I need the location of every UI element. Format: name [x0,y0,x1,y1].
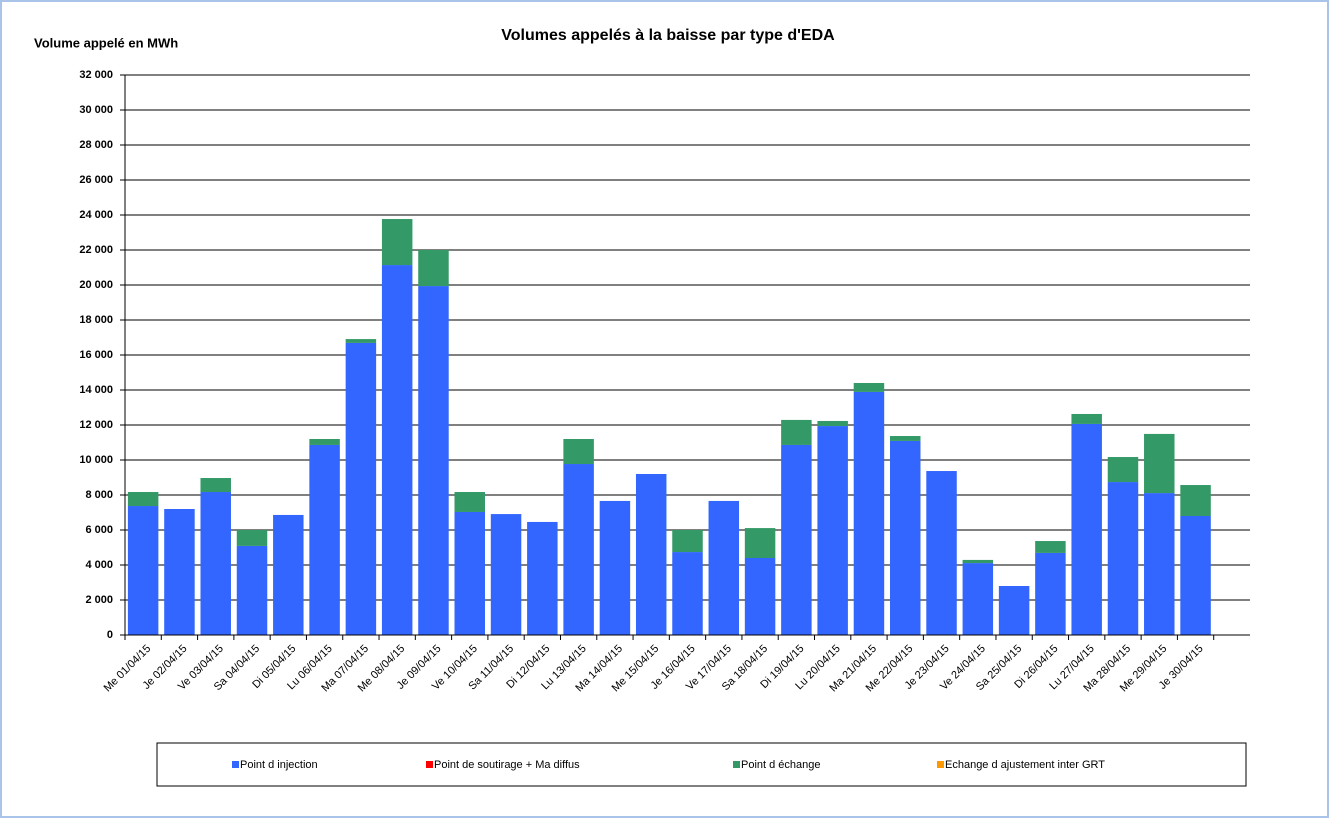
legend-label: Point d échange [741,759,821,771]
bar-segment [454,511,485,635]
bar-segment [599,500,631,635]
y-tick-label: 6 000 [85,524,113,536]
bar-segment [744,558,776,635]
bar-segment [490,514,522,635]
bar-segment [890,440,921,635]
bar-segment [781,419,812,445]
bar-segment [817,426,848,635]
bar-segment [1035,541,1066,553]
y-tick-label: 14 000 [79,384,113,396]
y-tick-label: 28 000 [79,139,113,151]
bar-segment [236,530,268,546]
bar-segment [1180,485,1211,516]
bar-segment [1144,433,1175,494]
bar-segment [345,339,377,343]
y-tick-label: 0 [107,629,113,641]
legend-swatch [232,761,239,768]
bar-segment [1144,493,1175,635]
bar-segment [345,342,377,635]
bar-segment [418,250,449,287]
y-tick-label: 2 000 [85,594,113,606]
bar-segment [164,509,195,635]
bar-segment [381,265,413,635]
bar-segment [418,286,449,635]
y-tick-label: 18 000 [79,314,113,326]
legend-swatch [426,761,433,768]
y-tick-label: 4 000 [85,559,113,571]
bar-segment [200,492,231,635]
y-tick-label: 32 000 [79,69,113,81]
bar-segment [672,552,703,635]
bar-segment [309,444,340,635]
bar-segment [236,545,268,635]
legend-label: Point de soutirage + Ma diffus [434,759,580,771]
y-axis-label: Volume appelé en MWh [34,35,178,50]
bar-segment [926,471,957,635]
bar-segment [1035,552,1066,635]
bar-segment [200,478,231,493]
y-tick-label: 8 000 [85,489,113,501]
bar-segment [1107,482,1139,635]
legend-swatch [937,761,944,768]
bar-segment [563,464,594,635]
y-tick-label: 16 000 [79,349,113,361]
bar-segment [853,391,885,635]
bar-segment [781,444,812,635]
bar-segment [1071,413,1102,424]
bar-segment [1107,457,1139,483]
legend-label: Echange d ajustement inter GRT [945,759,1105,771]
bar-segment [454,492,485,512]
bar-segment [309,439,340,445]
y-tick-label: 26 000 [79,174,113,186]
bar-segment [1180,516,1211,635]
bar-segment [273,514,304,635]
bar-segment [381,219,413,266]
bar-segment [708,500,740,635]
bar-segment [635,474,667,635]
bar-segment [817,420,848,427]
chart-title: Volumes appelés à la baisse par type d'E… [501,27,835,44]
bar-segment [127,492,159,507]
y-tick-label: 22 000 [79,244,113,256]
bar-segment [672,530,703,553]
legend-label: Point d injection [240,759,318,771]
y-tick-label: 10 000 [79,454,113,466]
y-tick-label: 30 000 [79,104,113,116]
bar-segment [962,563,994,635]
bar-segment [962,559,994,564]
legend-box [156,742,1247,787]
bar-segment [1071,423,1102,635]
legend-swatch [733,761,740,768]
bar-segment [127,506,159,635]
y-tick-label: 20 000 [79,279,113,291]
bar-segment [890,436,921,441]
bar-segment [998,586,1030,635]
bar-segment [527,521,558,635]
bar-segment [563,439,594,465]
y-tick-label: 12 000 [79,419,113,431]
bar-segment [853,383,885,392]
y-tick-label: 24 000 [79,209,113,221]
bar-segment [744,528,776,558]
